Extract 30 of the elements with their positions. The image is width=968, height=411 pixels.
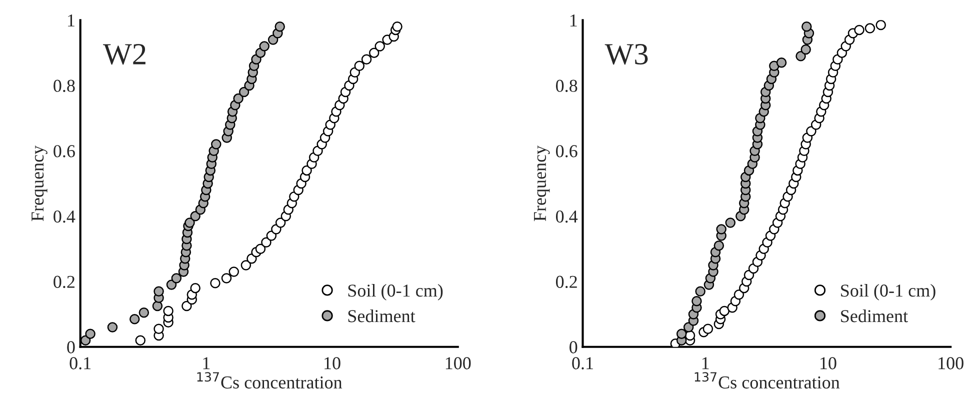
x-axis-title: $^{137}$Cs concentration — [197, 372, 342, 389]
y-tick-label: 0.2 — [54, 276, 74, 288]
y-tick-label: 0.8 — [556, 80, 578, 92]
x-tick-label: 100 — [446, 357, 471, 370]
y-tick-label: 1 — [68, 14, 74, 26]
legend-label: Soil (0-1 cm) — [841, 284, 936, 300]
x-tick-label: 1 — [203, 357, 210, 370]
annotation: W3 — [604, 44, 648, 65]
x-tick-label: 10 — [820, 357, 836, 370]
x-tick-label: 0.1 — [70, 357, 91, 370]
y-tick-label: 0.6 — [556, 145, 578, 158]
x-tick-label: 100 — [938, 357, 964, 370]
y-tick-label: 0.8 — [54, 80, 75, 92]
y-tick-label: 0 — [570, 341, 578, 354]
y-tick-label: 0 — [67, 341, 75, 354]
x-tick-label: 1 — [702, 357, 709, 370]
y-tick-label: 0.2 — [556, 276, 577, 288]
x-tick-label: 0.1 — [572, 357, 593, 370]
legend-label: Soil (0-1 cm) — [348, 284, 443, 300]
x-tick-label: 10 — [324, 357, 340, 370]
y-axis-title: Frequency — [534, 145, 550, 222]
x-axis-title: $^{137}$Cs concentration — [694, 372, 840, 389]
y-tick-label: 0.6 — [54, 145, 75, 158]
y-axis-title: Frequency — [32, 145, 48, 222]
annotation: W2 — [103, 44, 146, 65]
legend-label: Sediment — [841, 310, 908, 322]
y-tick-label: 1 — [570, 14, 577, 26]
legend-label: Sediment — [348, 310, 416, 322]
y-tick-label: 0.4 — [556, 210, 578, 223]
y-tick-label: 0.4 — [54, 210, 76, 223]
